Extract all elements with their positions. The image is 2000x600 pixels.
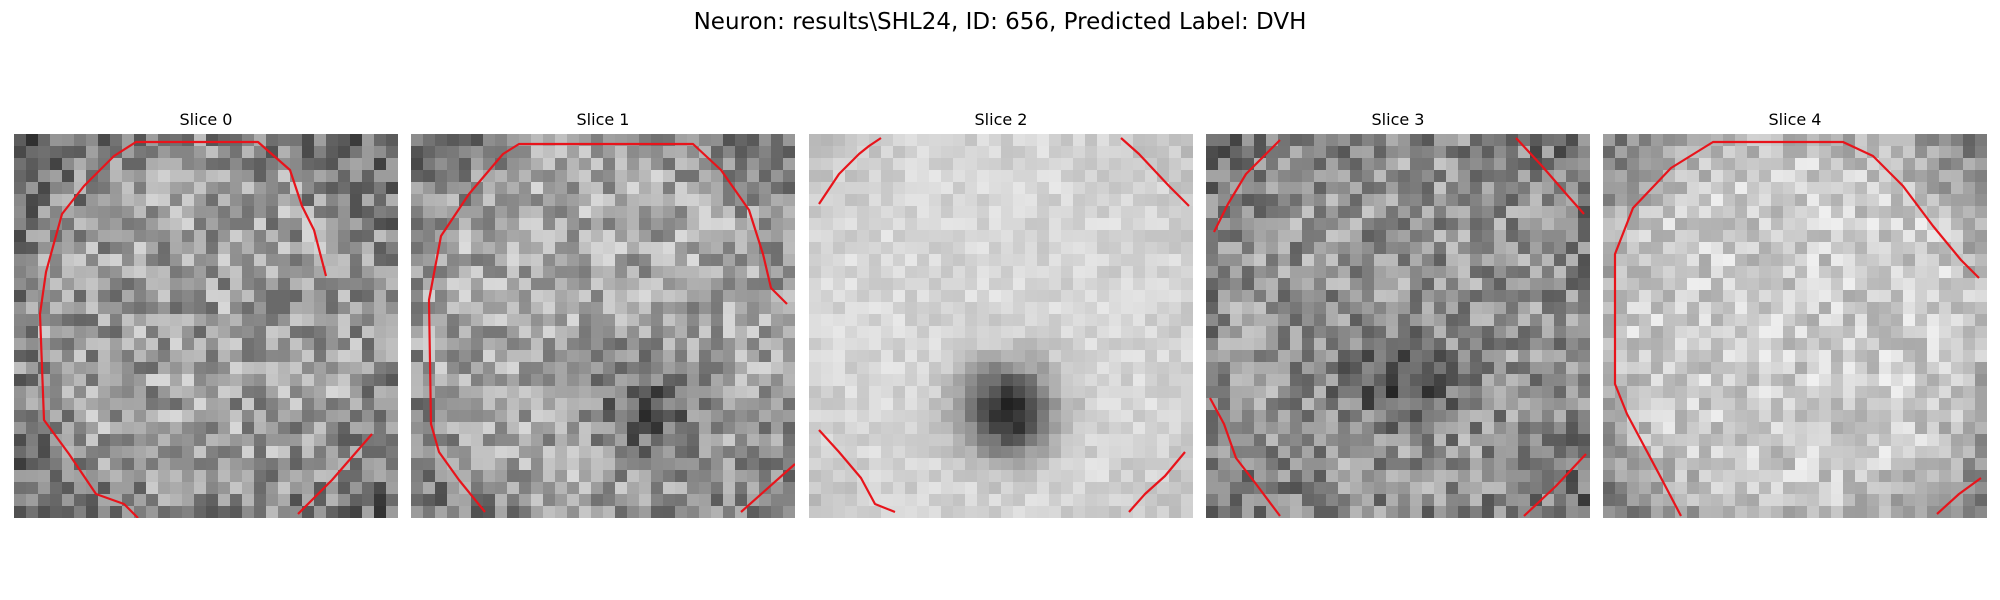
roi-contour xyxy=(1209,397,1281,517)
roi-contour xyxy=(1128,451,1186,513)
slice-panel-2: Slice 2 xyxy=(809,0,1193,600)
roi-contour xyxy=(818,429,896,514)
roi-contour xyxy=(297,433,373,515)
pixel-grid xyxy=(1206,134,1590,518)
roi-contour xyxy=(38,140,328,518)
roi-contour xyxy=(740,463,795,513)
roi-contour xyxy=(1515,137,1585,215)
roi-contour xyxy=(1523,453,1587,517)
slice-title: Slice 1 xyxy=(576,110,630,129)
slice-image-3 xyxy=(1206,134,1590,518)
slice-image-2 xyxy=(809,134,1193,518)
slice-panel-0: Slice 0 xyxy=(14,0,398,600)
slice-title: Slice 2 xyxy=(974,110,1028,129)
slice-image-4 xyxy=(1603,134,1987,518)
figure-title: Neuron: results\SHL24, ID: 656, Predicte… xyxy=(693,9,1307,35)
roi-contour xyxy=(427,142,788,513)
roi-contour xyxy=(818,137,882,205)
roi-contour xyxy=(1936,477,1982,515)
roi-contour xyxy=(1120,137,1190,207)
slice-image-0 xyxy=(14,134,398,518)
pixel-grid xyxy=(14,134,398,518)
roi-contour xyxy=(1213,139,1281,233)
slice-panel-3: Slice 3 xyxy=(1206,0,1590,600)
slice-title: Slice 4 xyxy=(1768,110,1822,129)
slice-title: Slice 0 xyxy=(179,110,233,129)
slice-panel-1: Slice 1 xyxy=(411,0,795,600)
pixel-grid xyxy=(809,134,1193,518)
roi-contour xyxy=(1613,140,1980,517)
slice-title: Slice 3 xyxy=(1371,110,1425,129)
pixel-grid xyxy=(1603,134,1987,518)
slice-panel-4: Slice 4 xyxy=(1603,0,1987,600)
slice-image-1 xyxy=(411,134,795,518)
